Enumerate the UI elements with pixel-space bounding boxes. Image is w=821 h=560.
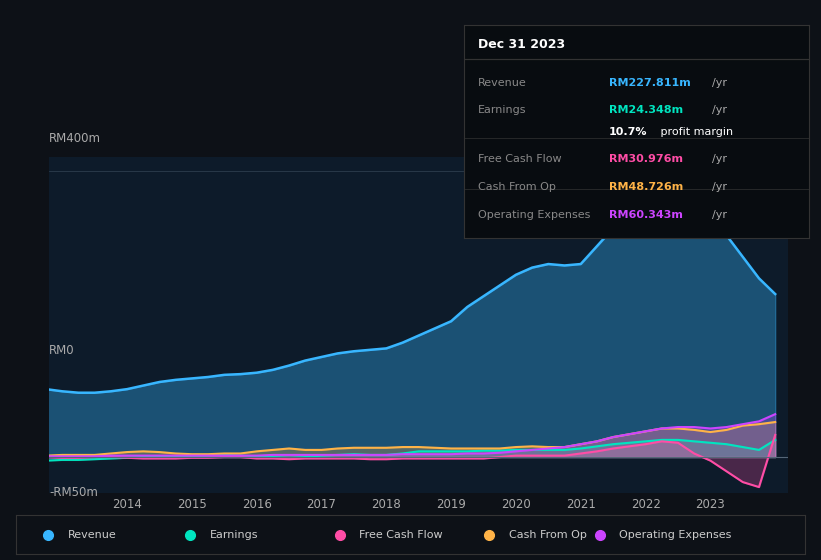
Text: Operating Expenses: Operating Expenses: [619, 530, 732, 540]
Text: Earnings: Earnings: [478, 105, 526, 115]
Text: RM0: RM0: [49, 343, 75, 357]
Text: Revenue: Revenue: [478, 78, 526, 88]
Text: RM24.348m: RM24.348m: [608, 105, 683, 115]
Text: 10.7%: 10.7%: [608, 127, 647, 137]
Text: RM400m: RM400m: [49, 132, 101, 145]
Text: Cash From Op: Cash From Op: [478, 182, 556, 192]
Text: /yr: /yr: [712, 78, 727, 88]
Text: Earnings: Earnings: [209, 530, 258, 540]
Text: Revenue: Revenue: [67, 530, 117, 540]
Text: Dec 31 2023: Dec 31 2023: [478, 38, 565, 51]
Text: /yr: /yr: [712, 105, 727, 115]
Text: /yr: /yr: [712, 209, 727, 220]
Text: Cash From Op: Cash From Op: [509, 530, 587, 540]
Text: Free Cash Flow: Free Cash Flow: [478, 154, 562, 164]
Text: Free Cash Flow: Free Cash Flow: [360, 530, 443, 540]
Text: RM48.726m: RM48.726m: [608, 182, 683, 192]
Text: profit margin: profit margin: [657, 127, 733, 137]
Text: RM30.976m: RM30.976m: [608, 154, 683, 164]
Text: RM60.343m: RM60.343m: [608, 209, 682, 220]
Text: Operating Expenses: Operating Expenses: [478, 209, 590, 220]
Text: /yr: /yr: [712, 154, 727, 164]
Text: RM227.811m: RM227.811m: [608, 78, 690, 88]
Text: /yr: /yr: [712, 182, 727, 192]
Text: -RM50m: -RM50m: [49, 486, 99, 500]
